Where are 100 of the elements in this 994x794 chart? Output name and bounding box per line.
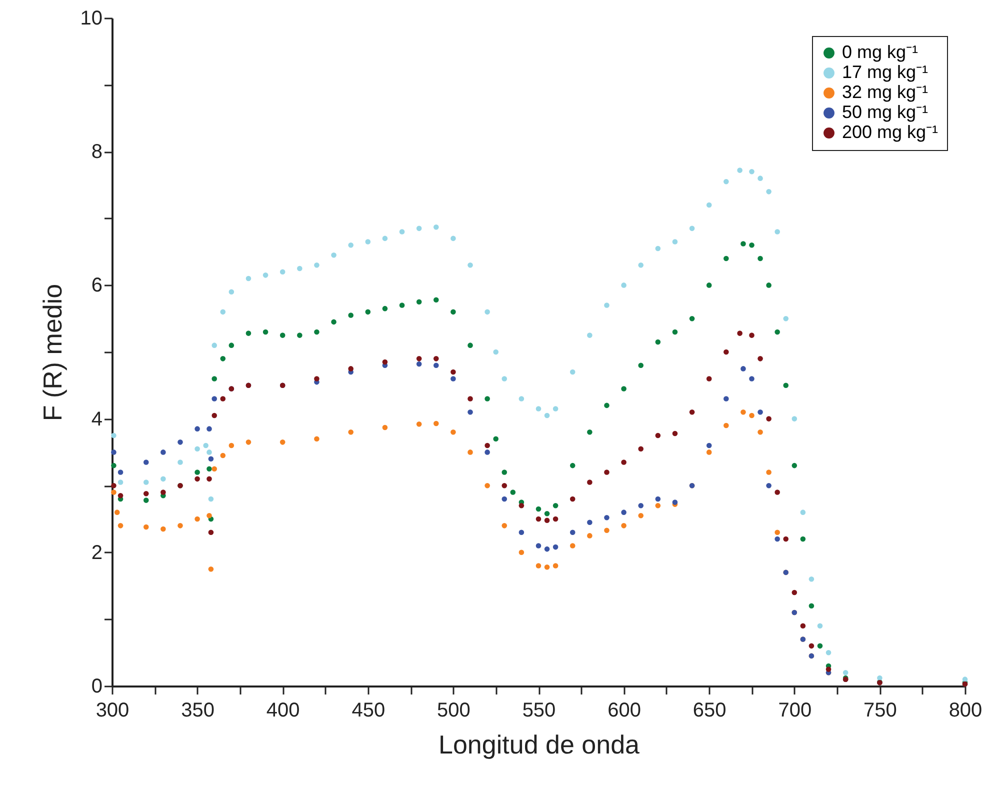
point (740, 409, 746, 415)
point (587, 480, 592, 485)
point (749, 412, 754, 418)
point (604, 470, 610, 475)
point (544, 564, 550, 570)
point (382, 236, 388, 242)
point (365, 309, 371, 315)
point (502, 523, 508, 528)
point (246, 276, 252, 282)
point (194, 426, 200, 432)
point (365, 239, 371, 244)
point (493, 349, 498, 355)
point (143, 498, 149, 503)
point (808, 576, 814, 582)
point (792, 590, 798, 596)
point (502, 496, 508, 502)
point (518, 396, 524, 402)
x-tick-label: 300 (96, 700, 130, 722)
point (740, 366, 746, 372)
point (800, 510, 806, 515)
point (749, 376, 754, 382)
point (706, 202, 712, 208)
point (570, 530, 576, 535)
point (484, 482, 490, 488)
point (212, 376, 218, 382)
point (416, 361, 422, 367)
point (766, 189, 772, 194)
point (246, 440, 252, 445)
point (297, 332, 302, 338)
point (655, 496, 661, 502)
point (297, 266, 302, 272)
point (544, 518, 550, 523)
point (655, 503, 661, 508)
point (502, 376, 508, 382)
point (220, 396, 226, 402)
point (783, 382, 789, 388)
point (570, 496, 576, 502)
point (382, 424, 388, 430)
point (399, 229, 405, 234)
point (758, 409, 763, 415)
point (672, 430, 678, 436)
point (518, 530, 524, 535)
point (220, 452, 226, 458)
x-tick-label: 350 (181, 700, 214, 722)
point (518, 550, 524, 556)
point (536, 406, 542, 412)
point (314, 329, 320, 335)
point (758, 256, 763, 262)
point (111, 450, 116, 455)
point (118, 470, 124, 475)
point (348, 366, 354, 372)
point (766, 416, 772, 422)
point (749, 242, 754, 248)
x-tick-label: 500 (437, 700, 470, 722)
point (206, 426, 212, 432)
point (160, 490, 166, 495)
point (604, 515, 610, 520)
y-tick-label: 4 (91, 408, 102, 430)
point (570, 462, 576, 468)
point (689, 316, 695, 322)
y-tick-label: 2 (91, 542, 102, 564)
point (758, 356, 763, 362)
point (638, 503, 644, 508)
point (826, 650, 832, 656)
point (331, 319, 336, 325)
point (433, 362, 439, 368)
point (808, 603, 814, 608)
point (502, 470, 508, 475)
point (206, 466, 212, 472)
point (774, 530, 780, 535)
point (792, 462, 798, 468)
point (468, 262, 473, 268)
legend-label: 50 mg kg⁻¹ (842, 102, 928, 122)
point (212, 466, 218, 472)
point (749, 169, 754, 174)
point (178, 440, 183, 445)
point (808, 643, 814, 649)
point (433, 224, 439, 230)
point (655, 246, 661, 252)
point (178, 460, 183, 465)
point (621, 386, 626, 392)
point (817, 623, 823, 629)
point (604, 528, 610, 533)
point (208, 496, 214, 502)
point (348, 312, 354, 318)
point (502, 482, 508, 488)
point (111, 490, 116, 495)
point (587, 430, 592, 435)
point (774, 490, 780, 495)
point (194, 516, 200, 522)
point (724, 349, 729, 355)
point (118, 523, 124, 528)
point (689, 226, 695, 232)
point (800, 536, 806, 542)
point (178, 523, 183, 528)
point (655, 339, 661, 345)
point (740, 241, 746, 246)
point (724, 256, 729, 262)
point (621, 460, 626, 465)
point (587, 533, 592, 538)
